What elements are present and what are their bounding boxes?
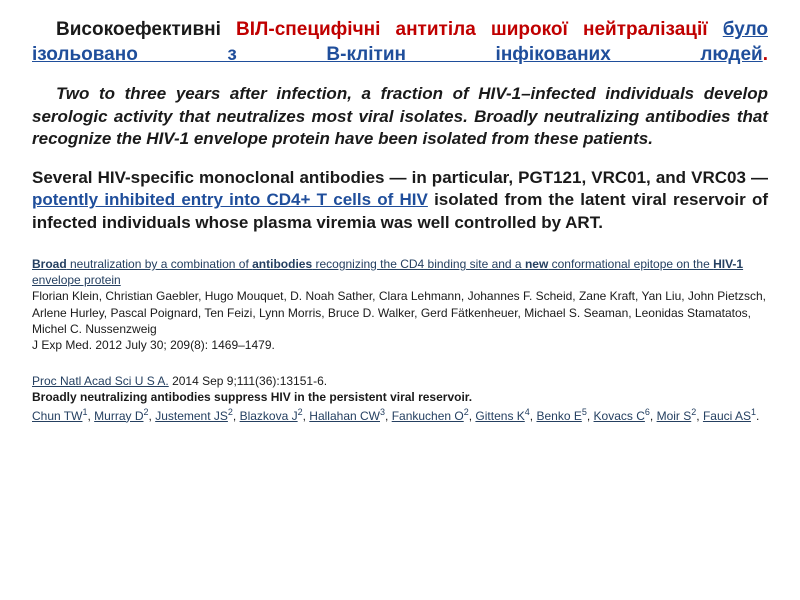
ref2-author: Blazkova J (240, 409, 298, 423)
title-heading: Високоефективні ВІЛ-специфічні антитіла … (32, 18, 768, 67)
ref1-authors: Florian Klein, Christian Gaebler, Hugo M… (32, 289, 766, 335)
ref1-mid3: conformational epitope on the (548, 257, 713, 271)
ref2-author: Kovacs C (594, 409, 645, 423)
ref1-bold1: Broad (32, 257, 67, 271)
reference-1: Broad neutralization by a combination of… (32, 256, 768, 353)
ref1-bold3: new (525, 257, 548, 271)
ref2-author: Benko E (536, 409, 581, 423)
ref2-journal: Proc Natl Acad Sci U S A. (32, 374, 169, 388)
ref1-cite: J Exp Med. 2012 July 30; 209(8): 1469–14… (32, 338, 275, 352)
ref2-author: Justement JS (155, 409, 228, 423)
separator: , (696, 409, 703, 423)
ref2-author: Murray D (94, 409, 143, 423)
title-part2: ВІЛ-специфічні антитіла широкої нейтралі… (236, 19, 708, 40)
paragraph-roman: Several HIV-specific monoclonal antibodi… (32, 167, 768, 234)
ref2-author: Chun TW (32, 409, 82, 423)
separator: , (385, 409, 392, 423)
ref2-title: Broadly neutralizing antibodies suppress… (32, 390, 472, 404)
separator: , (650, 409, 657, 423)
separator: , (233, 409, 240, 423)
ref1-mid2: recognizing the CD4 binding site and a (312, 257, 525, 271)
para2-pre: Several HIV-specific monoclonal antibodi… (32, 168, 768, 187)
ref2-authors: Chun TW1, Murray D2, Justement JS2, Blaz… (32, 409, 759, 423)
ref2-author: Fankuchen O (392, 409, 464, 423)
ref1-title: Broad neutralization by a combination of… (32, 257, 743, 287)
ref1-mid1: neutralization by a combination of (67, 257, 252, 271)
title-dot: . (763, 44, 768, 65)
title-part1: Високоефективні (56, 19, 221, 40)
ref2-date: 2014 Sep 9;111(36):13151-6. (169, 374, 327, 388)
ref2-author: Gittens K (475, 409, 524, 423)
reference-2: Proc Natl Acad Sci U S A. 2014 Sep 9;111… (32, 373, 768, 424)
para2-link: potently inhibited entry into CD4+ T cel… (32, 190, 428, 209)
separator: , (587, 409, 594, 423)
ref1-mid4: envelope protein (32, 273, 121, 287)
ref2-author: Moir S (657, 409, 692, 423)
ref1-bold2: antibodies (252, 257, 312, 271)
ref2-author: Fauci AS (703, 409, 751, 423)
ref2-author: Hallahan CW (309, 409, 380, 423)
ref1-bold4: HIV-1 (713, 257, 743, 271)
separator: . (756, 409, 759, 423)
paragraph-italic: Two to three years after infection, a fr… (32, 83, 768, 150)
